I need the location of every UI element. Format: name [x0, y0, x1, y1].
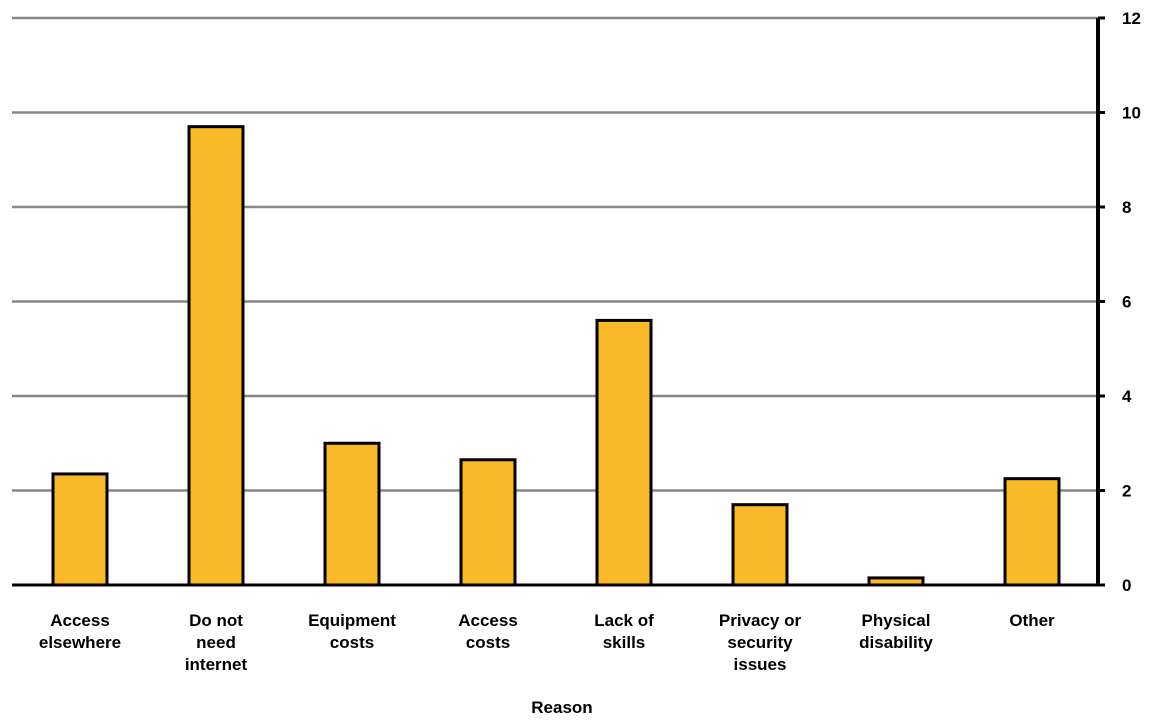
y-tick-label: 0: [1122, 576, 1131, 595]
bar: [595, 318, 653, 587]
bar: [51, 472, 109, 587]
bar: [459, 458, 517, 587]
y-tick-label: 12: [1122, 9, 1141, 28]
y-tick-label: 8: [1122, 198, 1131, 217]
x-tick-label: Access costs: [458, 611, 518, 652]
bar: [1003, 477, 1061, 587]
x-tick-label: Lack of skills: [594, 611, 654, 652]
y-tick-label: 10: [1122, 104, 1141, 123]
bar: [187, 125, 245, 587]
y-axis: 0 2 4 6 8 10 12: [12, 9, 1141, 595]
x-tick-label: Do not need internet: [185, 611, 248, 674]
x-tick-label: Other: [1009, 611, 1055, 630]
y-tick-label: 6: [1122, 293, 1131, 312]
bar: [731, 503, 789, 587]
gridlines: [12, 16, 1098, 492]
x-axis-title: Reason: [531, 698, 592, 717]
y-tick-label: 4: [1122, 387, 1132, 406]
x-tick-label: Equipment costs: [308, 611, 396, 652]
x-tick-label: Access elsewhere: [39, 611, 121, 652]
x-tick-labels: Access elsewhere Do not need internet Equipme…: [39, 611, 1055, 674]
bar: [323, 441, 381, 587]
y-tick-label: 2: [1122, 482, 1131, 501]
x-tick-label: Privacy or security issues: [719, 611, 802, 674]
x-tick-label: Physical disability: [859, 611, 933, 652]
bars: [51, 125, 1061, 587]
